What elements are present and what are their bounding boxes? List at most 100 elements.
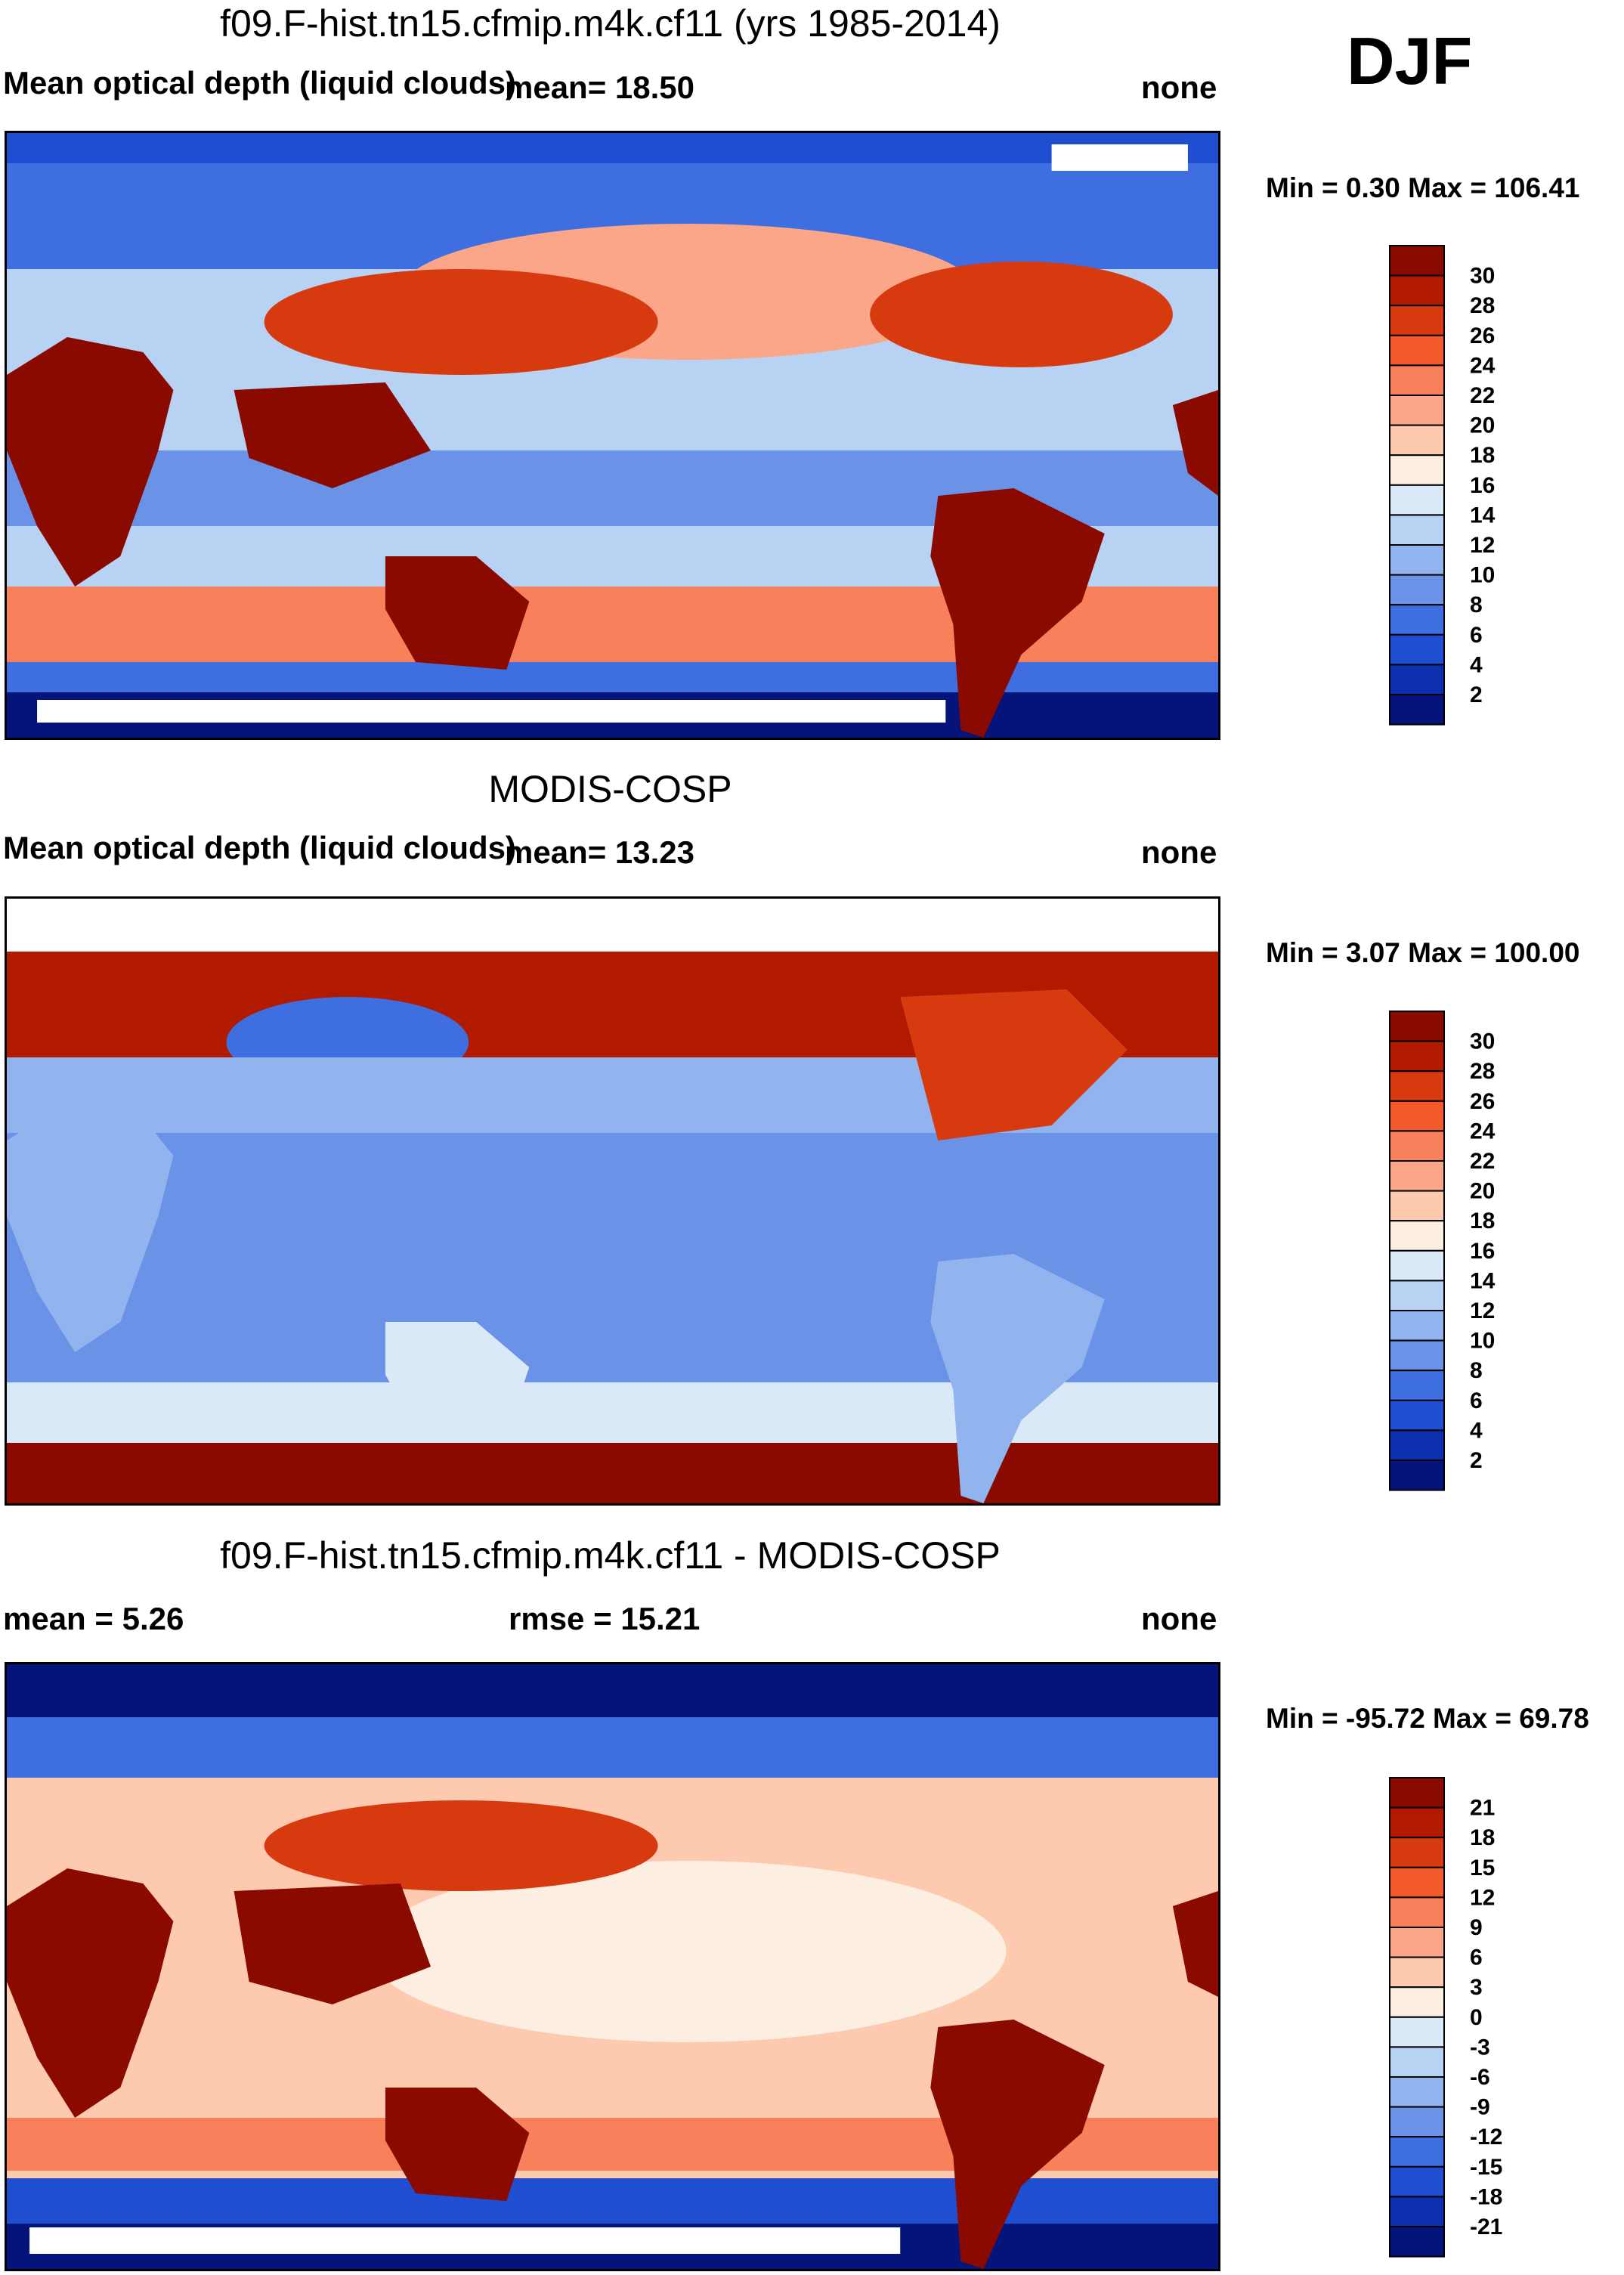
colorbar-svg: 21 18 15 12 9 6 3 0 -3 -6 -9 -12 -15 -18 -21 [1389, 1777, 1502, 2258]
colorbar-tick-label: 21 [1470, 1796, 1495, 1821]
gulf-stream-cloud [870, 262, 1173, 367]
colorbar-swatch [1389, 305, 1445, 336]
kuroshio-diff [264, 1800, 658, 1891]
australia-land [385, 2088, 530, 2201]
south-america-land [930, 1254, 1105, 1503]
colorbar-tick-label: 8 [1470, 1358, 1483, 1383]
colorbar-tick-label: 14 [1470, 1268, 1496, 1293]
india-asia-land [234, 382, 432, 488]
colorbar-swatch [1389, 2076, 1445, 2108]
africa-land [7, 337, 174, 587]
northern-band [7, 1717, 1218, 1778]
colorbar-swatch [1389, 1280, 1445, 1311]
colorbar-swatch [1389, 604, 1445, 636]
panel1-left-label: Mean optical depth (liquid clouds) [3, 65, 516, 101]
colorbar-swatch [1389, 2046, 1445, 2078]
arctic-band [7, 1664, 1218, 1717]
colorbar-tick-label: 12 [1470, 1298, 1495, 1323]
panel1-map [5, 131, 1220, 740]
colorbar-swatch [1389, 2165, 1445, 2198]
colorbar-tick-label: 28 [1470, 293, 1495, 318]
colorbar-tick-label: 30 [1470, 1029, 1495, 1054]
colorbar-tick-label: -15 [1470, 2155, 1502, 2180]
colorbar-tick-label: 26 [1470, 1089, 1495, 1114]
colorbar-tick-label: 2 [1470, 682, 1483, 707]
colorbar-tick-label: 28 [1470, 1059, 1495, 1084]
colorbar-swatch [1389, 1837, 1445, 1868]
colorbar-swatch [1389, 664, 1445, 696]
colorbar-tick-label: 20 [1470, 413, 1495, 438]
panel2-minmax: Min = 3.07 Max = 100.00 [1266, 937, 1580, 968]
colorbar-tick-label: 4 [1470, 652, 1483, 677]
colorbar-tick-label: 15 [1470, 1856, 1495, 1880]
colorbar-tick-label: 18 [1470, 1825, 1495, 1850]
colorbar-swatch [1389, 274, 1445, 307]
panel3-colorbar: 21 18 15 12 9 6 3 0 -3 -6 -9 -12 -15 -18 -21 [1389, 1777, 1511, 2261]
panel3-map-svg [7, 1664, 1218, 2269]
panel3-minmax: Min = -95.72 Max = 69.78 [1266, 1703, 1589, 1734]
colorbar-swatch [1389, 1160, 1445, 1192]
colorbar-swatch [1389, 544, 1445, 576]
south-america-land [930, 2020, 1105, 2269]
colorbar-tick-label: 12 [1470, 1885, 1495, 1910]
colorbar-swatch [1389, 1070, 1445, 1102]
colorbar-tick-label: -3 [1470, 2035, 1490, 2060]
north-america-land [900, 989, 1128, 1141]
colorbar-swatch [1389, 1399, 1445, 1432]
colorbar-swatch [1389, 574, 1445, 606]
europe-edge-land [1172, 390, 1218, 496]
panel1-minmax: Min = 0.30 Max = 106.41 [1266, 172, 1580, 203]
colorbar-swatch [1389, 245, 1445, 277]
panel1-map-svg [7, 133, 1218, 738]
colorbar-tick-label: 18 [1470, 443, 1495, 468]
panel3-title: f09.F-hist.tn15.cfmip.m4k.cf11 - MODIS-C… [220, 1534, 1001, 1577]
africa-land [7, 1868, 174, 2118]
colorbar-tick-label: 24 [1470, 1119, 1496, 1144]
colorbar-swatch [1389, 1310, 1445, 1342]
south-ocean-band [7, 662, 1218, 692]
south-america-land [930, 488, 1105, 738]
india-asia-land [234, 1883, 432, 2004]
colorbar-tick-label: 14 [1470, 503, 1496, 528]
colorbar-swatch [1389, 424, 1445, 457]
colorbar-tick-label: 8 [1470, 593, 1483, 618]
panel2-units: none [1141, 834, 1217, 870]
colorbar-swatch [1389, 1130, 1445, 1162]
colorbar-swatch [1389, 1866, 1445, 1899]
colorbar-swatch [1389, 694, 1445, 726]
colorbar-swatch [1389, 2226, 1445, 2258]
australia-land [385, 1322, 530, 1435]
panel2-title: MODIS-COSP [488, 768, 732, 810]
colorbar-tick-label: 16 [1470, 473, 1495, 498]
colorbar-swatch [1389, 1190, 1445, 1222]
colorbar-swatch [1389, 1956, 1445, 1989]
colorbar-tick-label: 22 [1470, 383, 1495, 408]
colorbar-swatch [1389, 2106, 1445, 2138]
colorbar-swatch [1389, 1249, 1445, 1282]
colorbar-swatch [1389, 514, 1445, 546]
colorbar-svg: 30 28 26 24 22 20 18 16 14 12 10 8 6 4 2 [1389, 1011, 1496, 1491]
panel3-units: none [1141, 1601, 1217, 1636]
panel1-colorbar: 30 28 26 24 22 20 18 16 14 12 10 8 6 4 2 [1389, 245, 1511, 729]
colorbar-tick-label: 6 [1470, 1388, 1483, 1413]
colorbar-tick-label: -21 [1470, 2215, 1502, 2239]
colorbar-svg: 30 28 26 24 22 20 18 16 14 12 10 8 6 4 2 [1389, 245, 1496, 726]
colorbar-tick-label: -9 [1470, 2095, 1490, 2120]
panel2-map [5, 896, 1220, 1506]
africa-land [7, 1103, 174, 1352]
colorbar-tick-label: 3 [1470, 1975, 1483, 2000]
colorbar-tick-label: 10 [1470, 1329, 1495, 1354]
colorbar-tick-label: 20 [1470, 1179, 1495, 1204]
panel2-left-label: Mean optical depth (liquid clouds) [3, 830, 516, 865]
colorbar-tick-label: 6 [1470, 623, 1483, 648]
colorbar-swatch [1389, 1100, 1445, 1132]
antarctic-missing [37, 700, 946, 723]
colorbar-tick-label: 16 [1470, 1239, 1495, 1264]
panel2-mean: mean= 13.23 [505, 834, 695, 870]
colorbar-swatch [1389, 364, 1445, 396]
colorbar-tick-label: 18 [1470, 1209, 1495, 1233]
colorbar-swatch [1389, 2196, 1445, 2228]
panel1-title: f09.F-hist.tn15.cfmip.m4k.cf11 (yrs 1985… [220, 2, 1001, 45]
colorbar-swatch [1389, 633, 1445, 666]
colorbar-swatch [1389, 1777, 1445, 1809]
